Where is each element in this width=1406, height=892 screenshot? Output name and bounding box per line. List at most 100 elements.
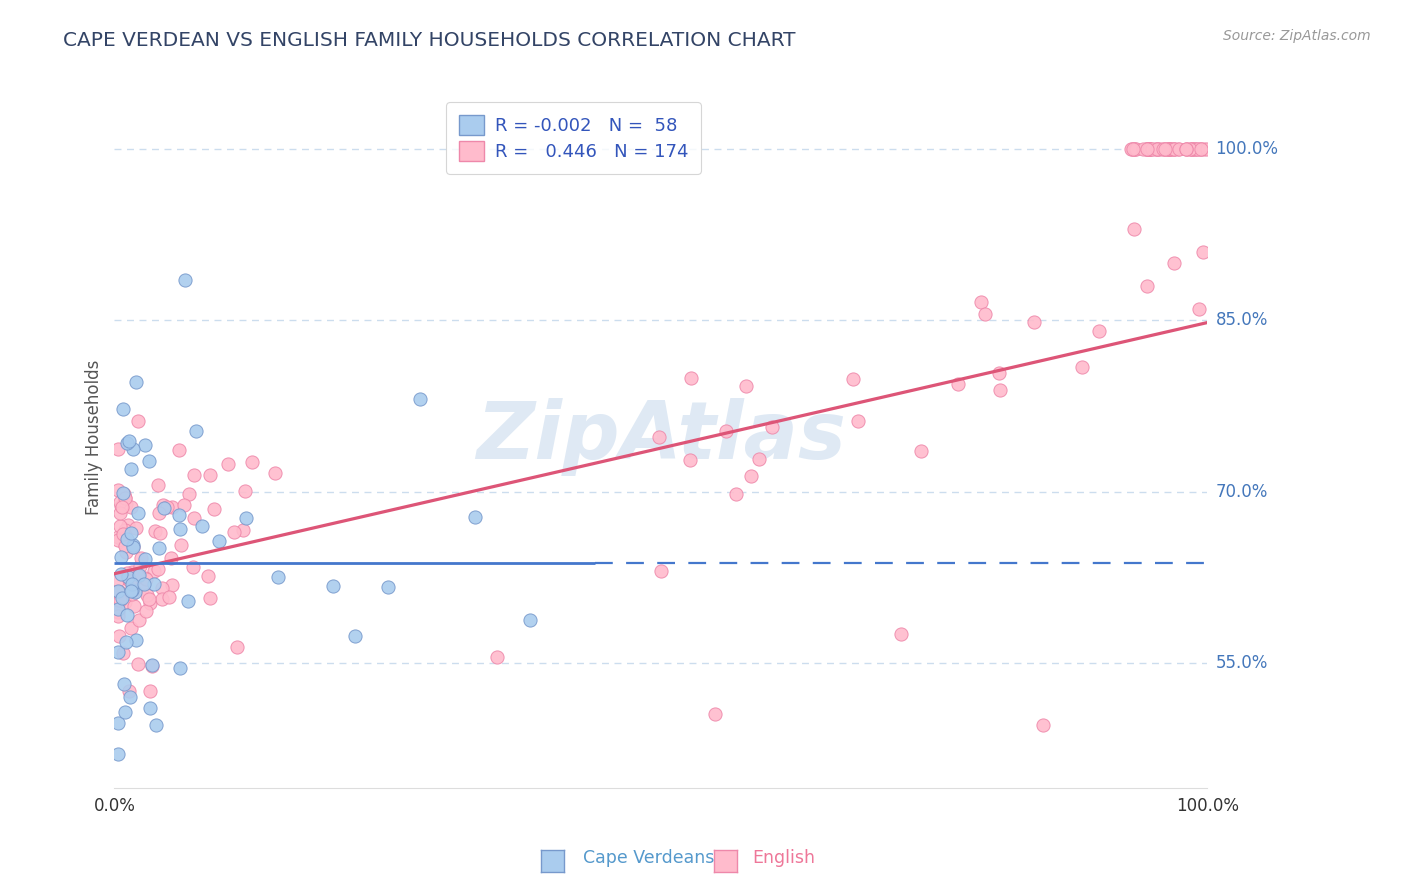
Point bbox=[519, 613, 541, 627]
Point bbox=[225, 640, 247, 655]
Point bbox=[115, 635, 138, 649]
Point bbox=[107, 593, 129, 607]
Point bbox=[1123, 142, 1146, 156]
Point bbox=[118, 684, 141, 698]
Point bbox=[1146, 142, 1168, 156]
Point bbox=[127, 506, 149, 520]
Point bbox=[648, 430, 671, 444]
Point bbox=[135, 588, 157, 602]
Point bbox=[107, 442, 129, 456]
Point bbox=[761, 419, 783, 434]
Point bbox=[170, 538, 193, 552]
Y-axis label: Family Households: Family Households bbox=[86, 359, 103, 515]
Point bbox=[139, 596, 162, 610]
Point bbox=[115, 607, 138, 622]
Point bbox=[114, 528, 136, 542]
Point bbox=[114, 545, 136, 559]
Text: 85.0%: 85.0% bbox=[1216, 311, 1268, 329]
Point bbox=[141, 659, 163, 673]
Point bbox=[409, 392, 432, 406]
Point bbox=[186, 424, 208, 438]
Text: ZipAtlas: ZipAtlas bbox=[475, 399, 846, 476]
Point bbox=[121, 442, 143, 456]
Point bbox=[1152, 142, 1174, 156]
Point bbox=[1121, 142, 1143, 156]
Point bbox=[1136, 142, 1159, 156]
Point bbox=[1175, 142, 1198, 156]
Point bbox=[112, 536, 135, 550]
Text: 55.0%: 55.0% bbox=[1216, 654, 1268, 672]
Point bbox=[973, 307, 995, 321]
Point bbox=[1139, 142, 1161, 156]
Point bbox=[117, 518, 139, 533]
Point bbox=[121, 582, 143, 597]
Point bbox=[108, 585, 131, 599]
Point bbox=[1140, 142, 1163, 156]
Point bbox=[117, 570, 139, 584]
Point bbox=[111, 646, 134, 660]
Point bbox=[121, 577, 143, 591]
Point bbox=[485, 650, 508, 665]
Point bbox=[183, 511, 205, 525]
Point bbox=[142, 564, 165, 578]
Point bbox=[1154, 142, 1177, 156]
Point bbox=[200, 591, 222, 606]
Point bbox=[120, 621, 142, 635]
Point bbox=[1163, 142, 1185, 156]
Point bbox=[1137, 142, 1160, 156]
Point bbox=[129, 551, 152, 566]
Point bbox=[153, 501, 176, 516]
Point bbox=[1160, 142, 1182, 156]
Point bbox=[890, 627, 912, 641]
Point bbox=[127, 568, 149, 582]
Point bbox=[1163, 142, 1185, 156]
Point bbox=[121, 541, 143, 555]
Point bbox=[107, 533, 129, 547]
Point bbox=[704, 706, 727, 721]
Point bbox=[110, 591, 132, 605]
Point bbox=[987, 366, 1010, 380]
Point bbox=[127, 414, 149, 428]
Point bbox=[124, 599, 146, 614]
Point bbox=[988, 384, 1011, 398]
Point bbox=[120, 500, 142, 515]
Point bbox=[970, 294, 993, 309]
Point bbox=[148, 506, 170, 520]
Point bbox=[114, 491, 136, 505]
Point bbox=[128, 613, 150, 627]
Point bbox=[322, 578, 344, 592]
Point bbox=[650, 565, 672, 579]
Point bbox=[198, 467, 221, 482]
Point bbox=[110, 550, 132, 565]
Point bbox=[129, 558, 152, 573]
Point bbox=[1180, 142, 1202, 156]
Point bbox=[134, 552, 156, 566]
Point bbox=[177, 486, 200, 500]
Point bbox=[122, 538, 145, 552]
Point bbox=[1032, 718, 1054, 732]
Point bbox=[233, 483, 256, 498]
Point bbox=[114, 539, 136, 553]
Point bbox=[1137, 142, 1160, 156]
Point bbox=[1188, 301, 1211, 316]
Point bbox=[160, 500, 183, 515]
Point bbox=[120, 690, 142, 704]
Point bbox=[1136, 142, 1159, 156]
Point bbox=[107, 599, 129, 614]
Point bbox=[1189, 142, 1212, 156]
Text: CAPE VERDEAN VS ENGLISH FAMILY HOUSEHOLDS CORRELATION CHART: CAPE VERDEAN VS ENGLISH FAMILY HOUSEHOLD… bbox=[63, 31, 796, 50]
Point bbox=[167, 508, 190, 522]
Point bbox=[110, 566, 132, 581]
Point bbox=[232, 523, 254, 537]
Point bbox=[1188, 142, 1211, 156]
Point bbox=[1159, 142, 1181, 156]
Point bbox=[120, 584, 142, 599]
Point bbox=[176, 593, 198, 607]
Point bbox=[1163, 142, 1185, 156]
Point bbox=[135, 572, 157, 586]
Point bbox=[107, 747, 129, 761]
Point bbox=[1181, 142, 1204, 156]
Text: Source: ZipAtlas.com: Source: ZipAtlas.com bbox=[1223, 29, 1371, 43]
Point bbox=[152, 498, 174, 512]
Point bbox=[910, 443, 932, 458]
